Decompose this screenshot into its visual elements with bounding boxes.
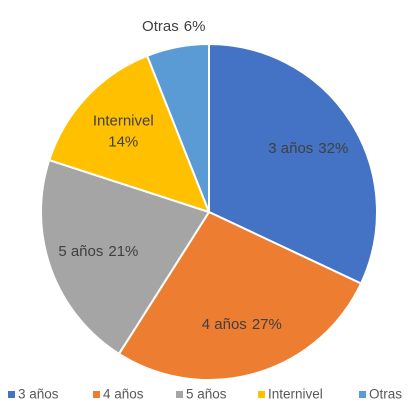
pie-slice [40, 158, 211, 356]
legend-label: 4 años [103, 387, 144, 402]
legend-label: 3 años [18, 387, 59, 402]
legend-swatch [258, 391, 265, 398]
data-label-value: 6% [184, 18, 206, 35]
pie-slice [47, 54, 211, 214]
data-label: 5 años 21% [58, 243, 138, 260]
data-label: Otras 6% [142, 18, 205, 35]
legend-label: 5 años [186, 387, 227, 402]
data-label-category: Otras [142, 18, 179, 35]
data-label-value: 32% [318, 140, 348, 157]
data-label-category: 5 años [58, 243, 103, 260]
pie-slice [208, 42, 378, 285]
legend-item: Internivel [258, 387, 323, 402]
legend-label: Otras [369, 387, 402, 402]
pie-slice [117, 210, 363, 381]
data-label: Internivel 14% [93, 112, 154, 150]
data-label-value: 14% [108, 133, 138, 150]
legend-item: 4 años [93, 387, 144, 402]
data-label-value: 21% [108, 243, 138, 260]
data-label-category: 3 años [268, 140, 313, 157]
data-label: 4 años 27% [202, 316, 282, 333]
legend-item: Otras [359, 387, 402, 402]
data-label-value: 27% [252, 316, 282, 333]
legend-swatch [359, 391, 366, 398]
data-label-category: 4 años [202, 316, 247, 333]
legend-label: Internivel [268, 387, 323, 402]
data-label-category: Internivel [93, 112, 154, 129]
pie-slice [145, 42, 210, 213]
legend-swatch [176, 391, 183, 398]
legend-item: 3 años [8, 387, 59, 402]
legend-swatch [93, 391, 100, 398]
data-label: 3 años 32% [268, 140, 348, 157]
legend-swatch [8, 391, 15, 398]
legend-item: 5 años [176, 387, 227, 402]
